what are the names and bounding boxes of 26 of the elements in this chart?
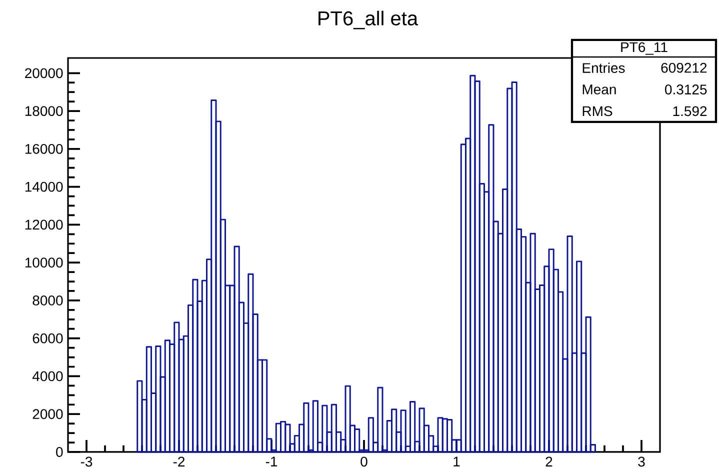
x-tick-label: 3 (638, 456, 645, 467)
text: 0.3125 (665, 84, 707, 94)
y-tick-label: 8000 (32, 296, 63, 306)
y-tick-label: 12000 (25, 220, 63, 230)
annotation: RMS (582, 106, 612, 116)
annotation: Entries (582, 62, 625, 73)
text: 1.592 (673, 106, 707, 116)
text: 609212 (661, 62, 707, 73)
x-tick-label: 2 (546, 456, 552, 466)
y-tick-label: 2000 (32, 409, 63, 420)
annotation: Mean (582, 84, 616, 94)
text: PT6_11 (621, 42, 668, 55)
x-tick-label: -2 (173, 456, 185, 466)
x-tick-label: -3 (80, 456, 92, 467)
y-tick-label: 14000 (25, 182, 63, 192)
y-tick-label: 0 (56, 447, 63, 457)
x-tick-label: 0 (360, 456, 368, 467)
y-tick-label: 10000 (25, 258, 63, 268)
y-tick-label: 18000 (25, 106, 63, 116)
y-tick-label: 6000 (32, 333, 63, 344)
x-tick-label: -1 (266, 456, 278, 466)
y-tick-label: 16000 (25, 144, 63, 154)
y-tick-label: 20000 (25, 68, 63, 78)
x-tick-label: 1 (454, 456, 460, 466)
chart-title: PT6_all eta (318, 10, 418, 30)
y-tick-label: 4000 (32, 371, 63, 382)
